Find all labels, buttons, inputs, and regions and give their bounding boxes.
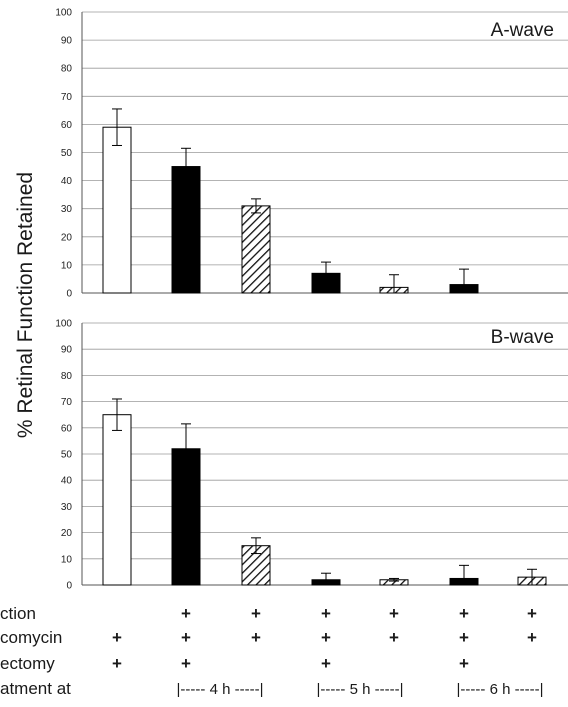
y-tick-label: 60 — [61, 120, 73, 131]
table-cell: + — [389, 628, 399, 647]
row-label-treatment-at: atment at — [0, 679, 71, 698]
y-tick-label: 30 — [61, 502, 73, 513]
row-label-injection: ction — [0, 604, 36, 623]
group-label-5h: |----- 5 h -----| — [317, 681, 404, 698]
table-cell: + — [527, 604, 537, 623]
y-axis-label: % Retinal Function Retained — [14, 172, 37, 438]
y-tick-label: 20 — [61, 232, 73, 243]
y-tick-label: 90 — [61, 36, 73, 47]
error-bar — [389, 274, 399, 294]
error-bar — [181, 423, 191, 475]
y-tick-label: 70 — [61, 397, 73, 408]
y-tick-label: 0 — [66, 289, 72, 300]
y-tick-label: 100 — [55, 8, 72, 19]
bar — [241, 205, 271, 294]
y-tick-label: 80 — [61, 371, 73, 382]
error-bar — [527, 568, 537, 586]
table-cell: + — [321, 654, 331, 673]
table-cell: + — [112, 628, 122, 647]
table-cell: + — [389, 604, 399, 623]
error-bar — [251, 537, 261, 555]
error-bar — [181, 147, 191, 186]
table-cell: + — [181, 628, 191, 647]
row-label-vitrectomy: ectomy — [0, 654, 55, 673]
row-label-vancomycin: comycin — [0, 628, 62, 647]
bar — [171, 166, 201, 294]
y-tick-label: 10 — [61, 554, 73, 565]
y-tick-label: 90 — [61, 345, 73, 356]
group-label-4h: |----- 4 h -----| — [177, 681, 264, 698]
y-tick-label: 40 — [61, 476, 73, 487]
error-bar — [389, 577, 399, 582]
panel-a-wave: A-wave 0 10 20 30 40 50 60 70 80 90 100 — [55, 8, 568, 300]
error-bar — [251, 198, 261, 214]
group-label-6h: |----- 6 h -----| — [457, 681, 544, 698]
table-cell: + — [321, 628, 331, 647]
error-bar — [459, 268, 469, 294]
y-tick-label: 80 — [61, 64, 73, 75]
y-tick-label: 30 — [61, 204, 73, 215]
y-tick-label: 10 — [61, 260, 73, 271]
error-bar — [321, 572, 331, 586]
treatment-table: ction comycin ectomy atment at |----- 4 … — [0, 604, 543, 698]
y-tick-label: 0 — [66, 581, 72, 592]
table-cell: + — [181, 654, 191, 673]
y-tick-label: 20 — [61, 528, 73, 539]
y-tick-label: 50 — [61, 450, 73, 461]
bar — [102, 126, 132, 294]
table-cell: + — [181, 604, 191, 623]
y-tick-label: 100 — [55, 319, 72, 330]
y-tick-label: 70 — [61, 92, 73, 103]
y-tick-label: 40 — [61, 176, 73, 187]
panel-b-title: B-wave — [491, 327, 554, 348]
table-cell: + — [527, 628, 537, 647]
bar — [102, 414, 132, 586]
y-tick-label: 50 — [61, 148, 73, 159]
panel-a-title: A-wave — [491, 20, 554, 41]
error-bar — [321, 261, 331, 286]
table-cell: + — [459, 604, 469, 623]
error-bar — [112, 398, 122, 431]
error-bar — [112, 108, 122, 146]
error-bar — [459, 564, 469, 586]
table-cell: + — [251, 628, 261, 647]
y-tick-label: 60 — [61, 423, 73, 434]
panel-b-wave: B-wave 0 10 20 30 40 50 60 70 80 90 100 — [55, 319, 568, 592]
table-cell: + — [459, 654, 469, 673]
table-cell: + — [251, 604, 261, 623]
table-cell: + — [459, 628, 469, 647]
table-cell: + — [112, 654, 122, 673]
table-cell: + — [321, 604, 331, 623]
